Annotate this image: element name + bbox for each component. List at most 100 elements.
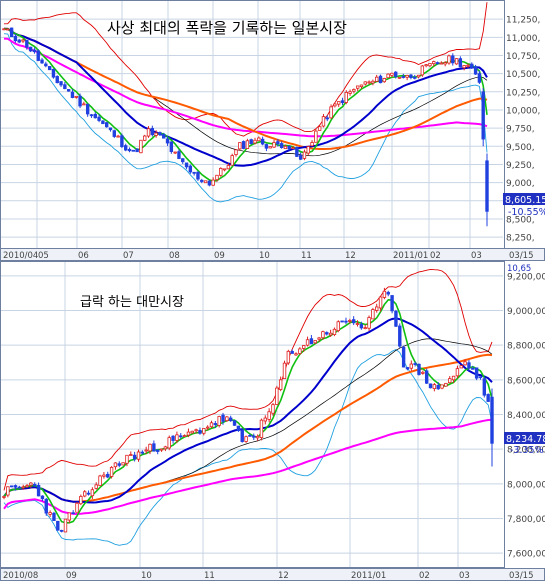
y-tick-label: 9,000,00 xyxy=(507,307,545,317)
candle-body xyxy=(222,168,227,171)
candle-body xyxy=(378,75,383,84)
y-tick-label: 8,000,00 xyxy=(507,480,545,490)
x-tick-label: 02 xyxy=(430,251,441,261)
candle-body xyxy=(211,179,215,186)
candle-body xyxy=(150,128,155,136)
candle-body xyxy=(182,435,187,437)
candle-body xyxy=(490,396,494,444)
bollinger-upper-line xyxy=(3,268,493,491)
candle-body xyxy=(148,443,152,452)
candle-body xyxy=(398,325,402,347)
candle-body xyxy=(310,142,314,147)
candle-body xyxy=(131,149,136,152)
candle-body xyxy=(28,46,33,52)
candle-body xyxy=(344,320,348,323)
candle-body xyxy=(298,155,303,160)
candle-body xyxy=(283,145,288,150)
ma20-line xyxy=(3,27,488,167)
candle-body xyxy=(226,165,231,170)
x-tick-label: 10 xyxy=(259,251,270,261)
candle-body xyxy=(190,430,194,434)
bollinger-lower-line xyxy=(3,33,488,203)
x-tick-label: 2010/08 xyxy=(3,571,38,581)
candle-body xyxy=(140,451,145,454)
candle-body xyxy=(25,39,29,48)
candle-body xyxy=(36,50,40,61)
candle-body xyxy=(146,128,151,137)
candle-body xyxy=(106,473,110,478)
y-tick-label: 10,250, xyxy=(506,88,540,98)
candle-body xyxy=(348,320,352,322)
candle-body xyxy=(196,171,200,180)
candle-body xyxy=(192,171,196,174)
candle-body xyxy=(428,383,433,389)
candle-body xyxy=(17,486,22,489)
candle-body xyxy=(482,378,487,396)
candle-body xyxy=(241,141,246,149)
candle-body xyxy=(159,448,164,451)
candle-body xyxy=(282,362,287,380)
candle-body xyxy=(236,425,241,432)
y-tick-label: 8,600,00 xyxy=(507,376,545,386)
x-tick-label: 12 xyxy=(278,571,289,581)
candle-body xyxy=(313,340,317,344)
taiwan-chart: 9,200,00 9,000,00 8,800,00 8,600,00 8,400,00… xyxy=(0,261,545,581)
x-tick-label: 03 xyxy=(471,251,482,261)
y-tick-label: 8,500, xyxy=(506,215,535,225)
candle-body xyxy=(294,353,298,356)
candle-body xyxy=(255,435,260,439)
x-tick-label: 12 xyxy=(345,251,356,261)
candle-body xyxy=(424,64,428,67)
candle-body xyxy=(355,85,360,89)
candle-body xyxy=(108,127,113,131)
candle-body xyxy=(230,155,234,166)
candle-body xyxy=(444,382,448,387)
candle-body xyxy=(454,58,459,65)
candle-body xyxy=(40,59,44,64)
candle-body xyxy=(67,512,72,521)
bollinger-upper-line xyxy=(3,2,488,137)
x-tick-label: 03/15 xyxy=(509,571,534,581)
candle-body xyxy=(139,139,143,154)
candle-body xyxy=(181,158,185,163)
candle-body xyxy=(21,39,25,42)
candle-body xyxy=(205,426,210,429)
candle-body xyxy=(109,467,114,477)
candle-body xyxy=(63,84,67,90)
candle-body xyxy=(386,73,390,79)
candle-body xyxy=(485,160,489,212)
candle-body xyxy=(375,76,379,82)
candle-body xyxy=(328,332,333,336)
candle-body xyxy=(336,321,340,331)
x-tick-label: 03/15 xyxy=(509,251,534,261)
candle-body xyxy=(113,462,118,468)
japan-x-axis: 2010/04 05 06 07 08 09 10 11 12 2011/01 02 03 03/15 xyxy=(3,251,534,261)
candle-body xyxy=(104,122,109,128)
candle-body xyxy=(317,337,321,340)
candle-body xyxy=(184,162,189,168)
ma120-line xyxy=(3,418,493,516)
y-tick-label: 11,250, xyxy=(506,16,540,26)
candle-body xyxy=(52,512,56,521)
x-tick-label: 09 xyxy=(214,251,225,261)
candle-body xyxy=(287,145,291,150)
candle-body xyxy=(271,404,275,414)
candle-body xyxy=(413,363,417,365)
candle-body xyxy=(94,484,98,489)
candle-body xyxy=(417,363,421,375)
candle-body xyxy=(478,376,483,379)
candle-body xyxy=(340,100,345,104)
candle-body xyxy=(470,63,474,68)
candle-body xyxy=(348,91,352,94)
candle-body xyxy=(136,451,141,460)
candle-body xyxy=(355,323,360,325)
candle-body xyxy=(232,420,237,426)
candle-body xyxy=(363,327,367,329)
candle-body xyxy=(225,416,229,421)
candle-body xyxy=(156,449,160,452)
candle-body xyxy=(132,454,137,460)
candle-body xyxy=(152,443,156,452)
candle-body xyxy=(321,116,326,127)
candle-body xyxy=(79,496,83,505)
x-tick-label: 11 xyxy=(204,571,215,581)
